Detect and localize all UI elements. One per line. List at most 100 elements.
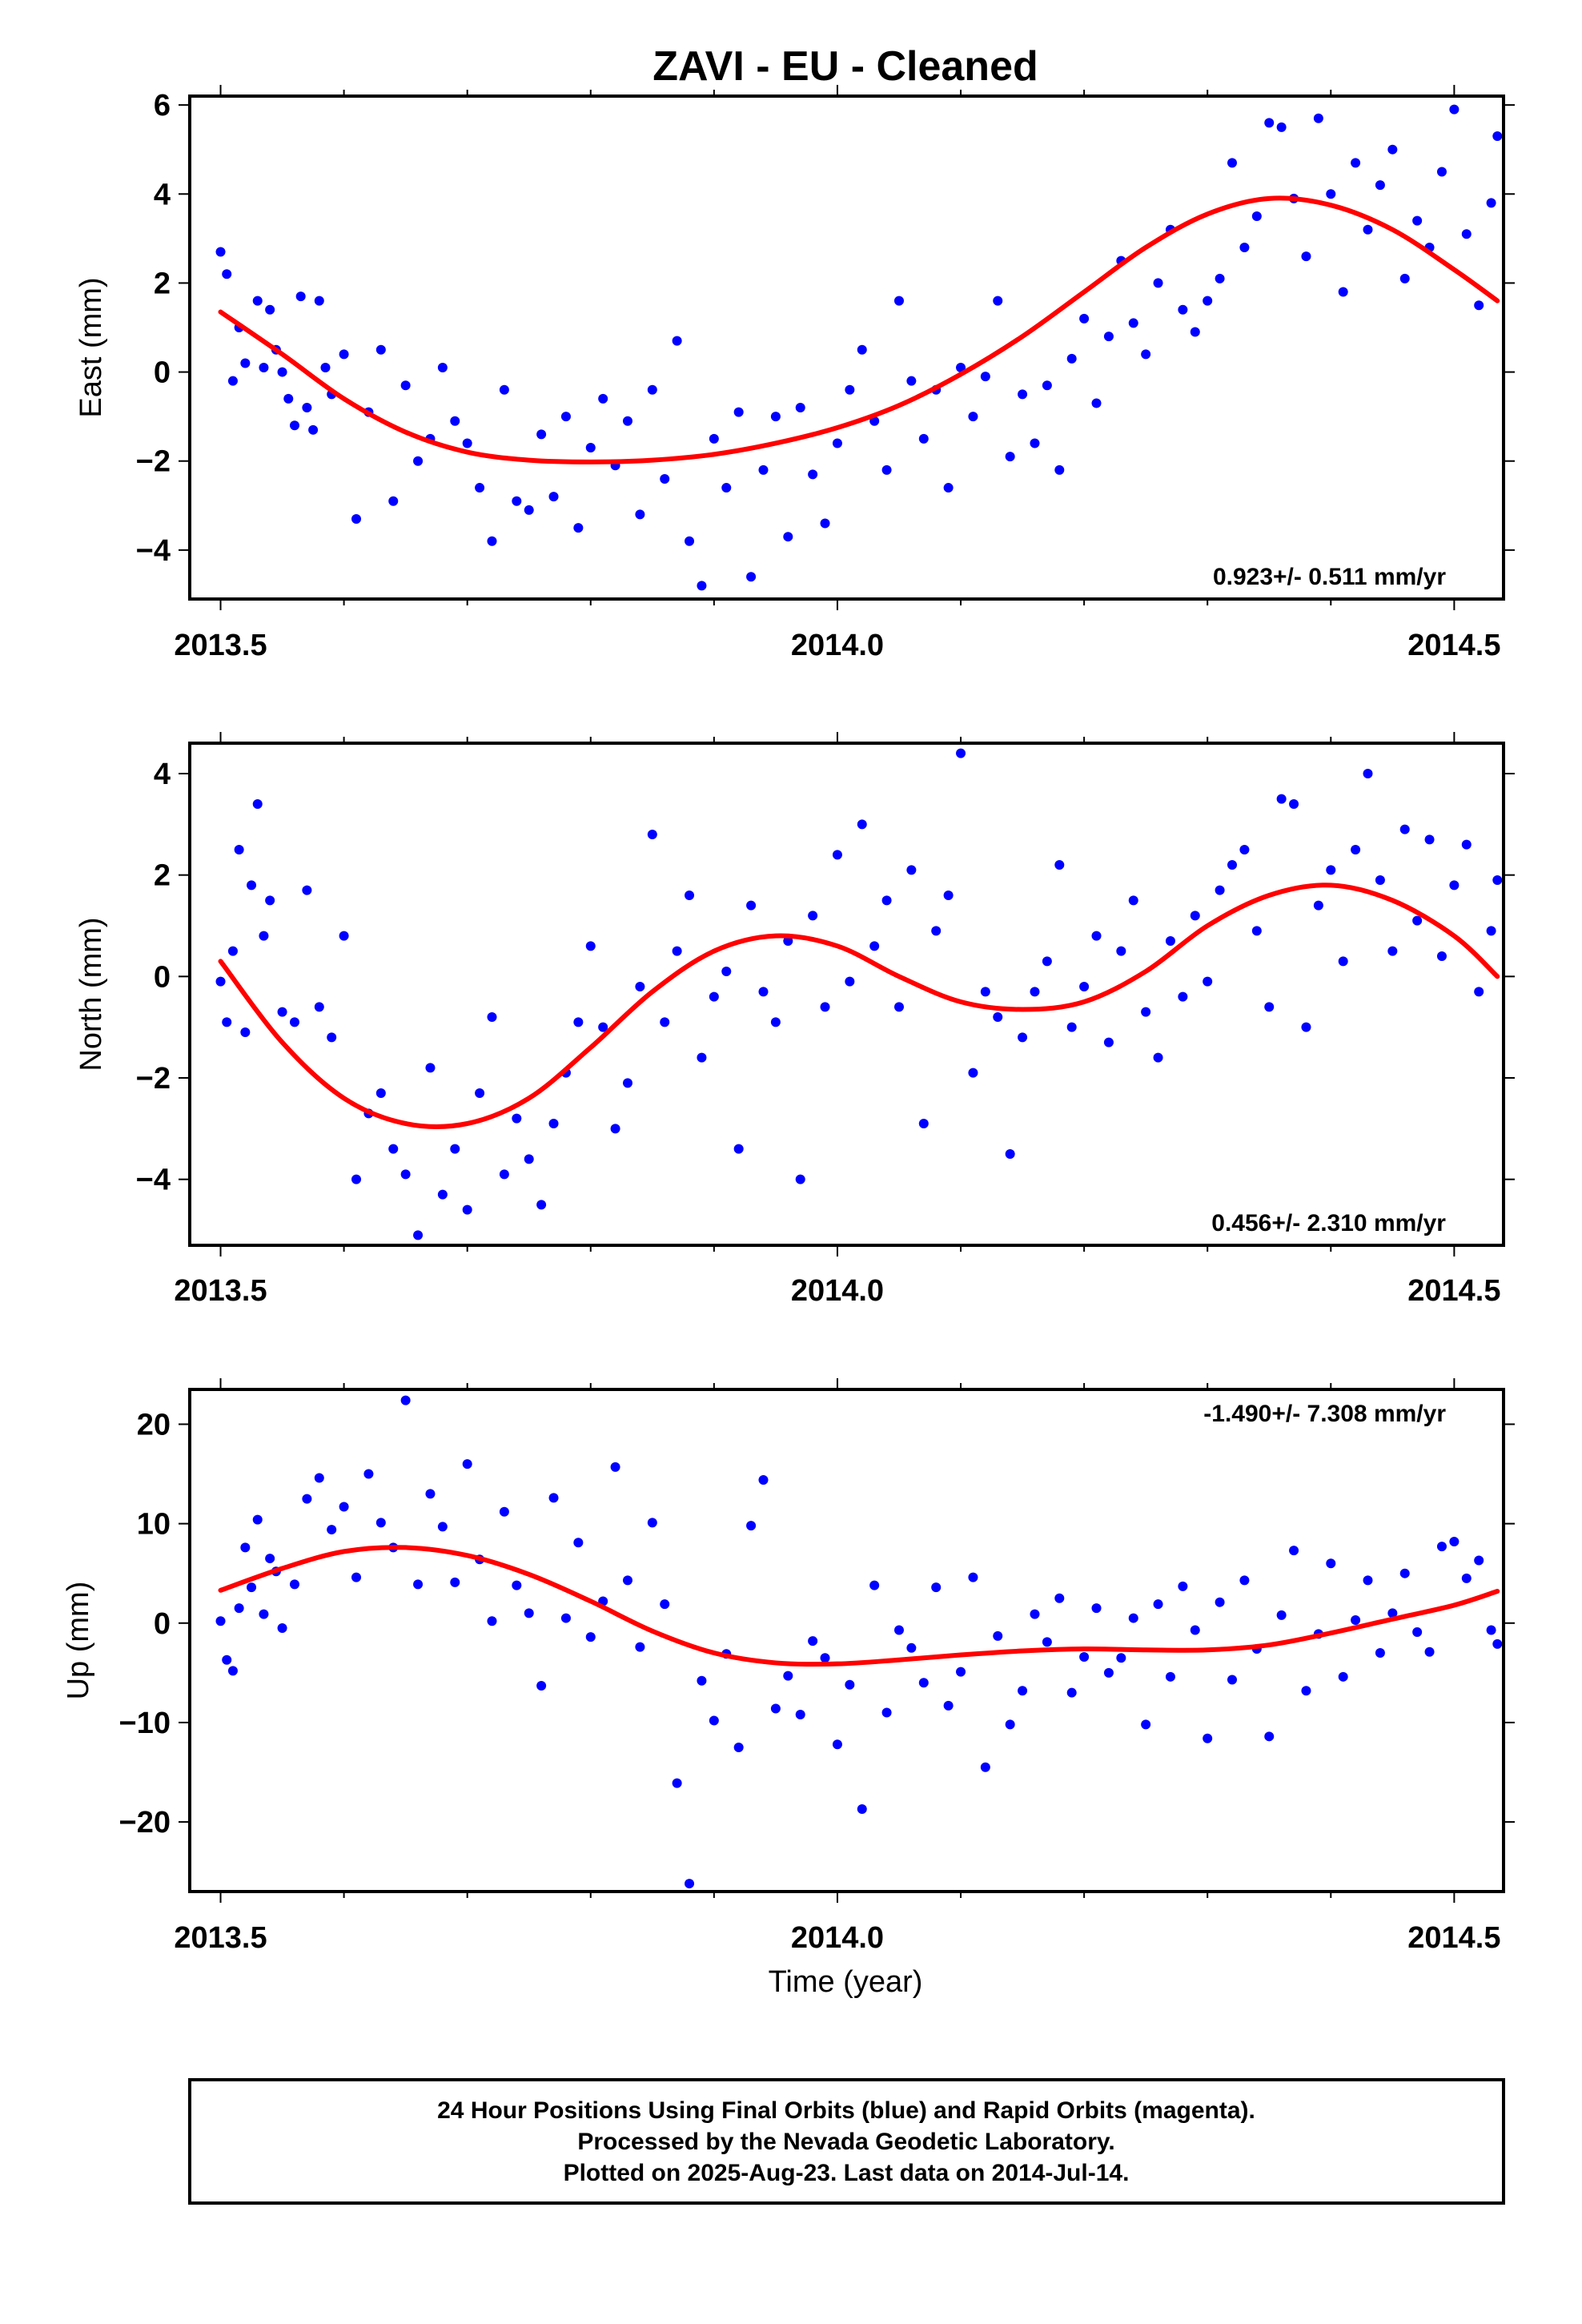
up-data-point xyxy=(302,1494,312,1504)
east-data-point xyxy=(956,363,966,373)
east-plot-area xyxy=(215,104,1503,591)
north-data-point xyxy=(548,1119,559,1128)
north-data-point xyxy=(943,891,954,900)
north-fit-curve xyxy=(218,883,1500,1129)
east-data-point xyxy=(1215,273,1225,283)
up-data-point xyxy=(1276,1610,1287,1620)
up-data-point xyxy=(1141,1719,1151,1730)
east-data-point xyxy=(215,247,226,257)
east-x-tick-label: 2014.5 xyxy=(1407,629,1500,662)
up-data-point xyxy=(413,1579,424,1590)
north-data-point xyxy=(881,895,892,906)
east-data-point xyxy=(881,464,892,475)
up-data-point xyxy=(1363,1575,1373,1586)
north-data-point xyxy=(1042,956,1052,967)
up-data-point xyxy=(1351,1615,1361,1626)
up-y-tick-label: −20 xyxy=(119,1806,171,1839)
north-data-point xyxy=(931,926,942,936)
east-data-point xyxy=(1141,349,1151,360)
up-data-point xyxy=(560,1613,571,1623)
north-data-point xyxy=(240,1027,251,1037)
up-data-point xyxy=(733,1742,744,1752)
north-data-point xyxy=(1387,946,1398,956)
footer-box xyxy=(188,2078,1505,2205)
east-data-point xyxy=(795,403,805,413)
east-data-point xyxy=(672,336,682,346)
up-data-point xyxy=(314,1473,324,1483)
north-data-point xyxy=(623,1078,632,1088)
east-data-point xyxy=(1030,438,1040,448)
east-data-point xyxy=(968,412,978,422)
east-x-tick-label: 2013.5 xyxy=(174,629,267,662)
up-data-point xyxy=(375,1518,386,1528)
north-data-point xyxy=(1203,976,1213,987)
north-data-point xyxy=(918,1119,929,1128)
north-data-point xyxy=(487,1012,497,1022)
north-data-point xyxy=(252,799,263,809)
east-data-point xyxy=(339,349,349,360)
east-data-point xyxy=(721,483,732,493)
up-data-point xyxy=(893,1625,904,1635)
east-data-point xyxy=(499,384,509,395)
up-x-tick-label: 2014.0 xyxy=(791,1921,884,1955)
east-data-point xyxy=(980,372,990,382)
east-data-point xyxy=(314,296,324,306)
east-data-point xyxy=(770,412,781,422)
up-data-point xyxy=(845,1679,855,1690)
east-data-point xyxy=(450,416,460,426)
north-rate-label: 0.456+/- 2.310 mm/yr xyxy=(1211,1210,1446,1236)
up-data-point xyxy=(672,1778,682,1788)
east-data-point xyxy=(918,433,929,444)
east-data-point xyxy=(1276,122,1287,132)
north-data-point xyxy=(1486,926,1496,936)
north-data-point xyxy=(499,1169,509,1180)
east-data-point xyxy=(697,581,707,591)
east-data-point xyxy=(660,473,670,484)
up-fit-curve xyxy=(218,1545,1500,1667)
north-data-point xyxy=(1301,1022,1311,1032)
north-data-point xyxy=(1412,915,1423,926)
north-data-point xyxy=(247,880,257,891)
east-data-point xyxy=(487,536,497,546)
north-data-point xyxy=(302,885,312,895)
north-data-point xyxy=(733,1144,744,1154)
east-data-point xyxy=(1227,158,1238,168)
east-data-point xyxy=(1128,318,1138,328)
east-data-point xyxy=(623,416,632,426)
north-data-point xyxy=(758,987,769,997)
north-data-point xyxy=(1005,1149,1015,1159)
north-data-point xyxy=(709,991,719,1002)
north-data-point xyxy=(1449,880,1460,891)
east-data-point xyxy=(1387,144,1398,155)
up-plot-frame xyxy=(188,1388,1505,1893)
up-data-point xyxy=(660,1599,670,1610)
north-data-point xyxy=(400,1169,411,1180)
north-data-point xyxy=(259,931,269,941)
up-data-point xyxy=(1018,1686,1028,1696)
east-y-tick-label: 0 xyxy=(154,356,171,390)
east-data-point xyxy=(832,438,842,448)
up-data-point xyxy=(234,1603,244,1614)
north-data-point xyxy=(980,987,990,997)
north-data-point xyxy=(598,1022,608,1032)
up-data-point xyxy=(512,1580,522,1590)
up-data-point xyxy=(240,1542,251,1553)
north-data-point xyxy=(808,911,818,921)
east-data-point xyxy=(893,296,904,306)
north-data-point xyxy=(1030,987,1040,997)
east-data-point xyxy=(524,505,534,515)
east-data-point xyxy=(437,363,448,373)
east-data-point xyxy=(462,438,472,448)
east-data-point xyxy=(906,376,917,386)
east-data-point xyxy=(560,412,571,422)
east-data-point xyxy=(1251,211,1262,222)
up-y-tick-label: 20 xyxy=(137,1408,171,1441)
east-data-point xyxy=(1178,304,1188,315)
north-data-point xyxy=(1215,885,1225,895)
up-data-point xyxy=(1042,1637,1052,1647)
east-rate-label: 0.923+/- 0.511 mm/yr xyxy=(1213,564,1446,590)
east-plot-frame xyxy=(188,94,1505,601)
up-data-point xyxy=(487,1616,497,1626)
north-data-point xyxy=(277,1007,287,1017)
up-data-point xyxy=(697,1675,707,1686)
